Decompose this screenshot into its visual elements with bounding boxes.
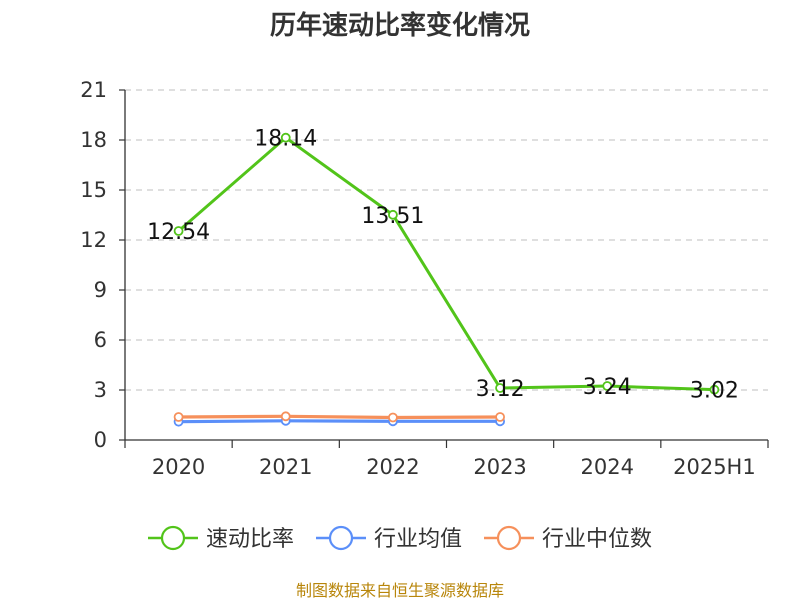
- legend[interactable]: 速动比率 行业均值 行业中位数: [148, 525, 652, 552]
- x-tick-label: 2022: [366, 455, 419, 479]
- series-line: [178, 419, 501, 424]
- x-tick-label: 2024: [581, 455, 634, 479]
- data-point[interactable]: [495, 383, 505, 393]
- series-line: [177, 136, 715, 392]
- data-point[interactable]: [173, 412, 184, 422]
- y-tick-label: 9: [94, 278, 107, 302]
- data-label: 13.51: [361, 204, 424, 229]
- data-point[interactable]: [388, 412, 398, 423]
- y-tick-label: 6: [94, 328, 107, 352]
- data-label: 3.12: [476, 377, 525, 402]
- x-tick-label: 2023: [473, 455, 526, 479]
- data-point[interactable]: [173, 226, 184, 236]
- data-point[interactable]: [388, 209, 398, 220]
- legend-marker: [328, 525, 354, 551]
- legend-label: 行业中位数: [542, 527, 652, 552]
- legend-marker: [496, 525, 522, 551]
- x-tick-label: 2021: [259, 455, 312, 479]
- data-labels: 12.54 18.14 13.51 3.12 3.24 3.02: [147, 127, 739, 404]
- axes: 0 3 6 9 12 15 18 21 2020 2021 2022 2023 2024 2025H1: [80, 78, 769, 479]
- legend-item[interactable]: 行业均值: [316, 525, 462, 552]
- grid: [125, 89, 768, 391]
- y-tick-label: 0: [94, 428, 107, 452]
- series-line: [178, 414, 501, 420]
- data-point[interactable]: [709, 384, 720, 395]
- y-tick-label: 3: [94, 378, 107, 402]
- chart-title: 历年速动比率变化情况: [270, 10, 530, 41]
- x-tick-label: 2020: [152, 455, 205, 479]
- y-tick-label: 21: [80, 78, 107, 102]
- data-label: 3.24: [583, 375, 632, 400]
- data-label: 18.14: [254, 127, 317, 152]
- data-point[interactable]: [495, 412, 505, 422]
- data-point[interactable]: [602, 381, 613, 391]
- x-tick-label: 2025H1: [673, 455, 756, 479]
- legend-item[interactable]: 行业中位数: [484, 525, 652, 552]
- y-tick-label: 15: [80, 178, 107, 202]
- data-point[interactable]: [280, 132, 291, 143]
- source-note: 制图数据来自恒生聚源数据库: [296, 581, 504, 600]
- legend-label: 行业均值: [374, 527, 462, 552]
- data-point[interactable]: [280, 411, 291, 422]
- legend-label: 速动比率: [206, 527, 294, 552]
- y-tick-label: 12: [80, 228, 107, 252]
- data-label: 3.02: [690, 379, 739, 404]
- series: [173, 132, 720, 427]
- legend-marker: [160, 525, 186, 551]
- y-tick-label: 18: [80, 128, 107, 152]
- legend-item[interactable]: 速动比率: [148, 525, 294, 552]
- data-label: 12.54: [147, 220, 210, 245]
